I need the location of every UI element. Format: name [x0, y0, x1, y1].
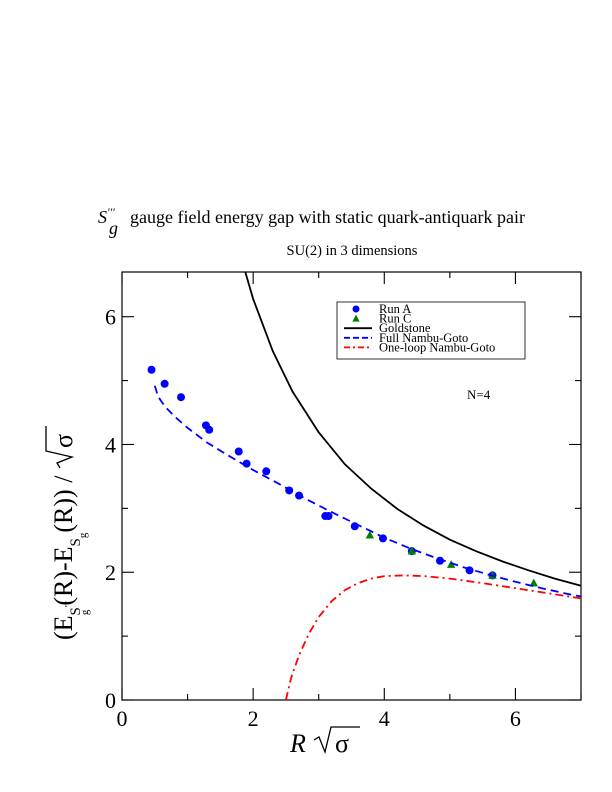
legend-marker	[352, 314, 360, 322]
data-point	[177, 393, 186, 402]
data-point	[262, 467, 271, 476]
legend-item: Run A	[352, 302, 411, 316]
title-symbol-sup: '''	[107, 205, 115, 219]
series-line	[285, 574, 582, 701]
y-label-mid: (R)-E	[49, 546, 78, 605]
y-tick-label: 6	[105, 305, 116, 330]
x-tick-label: 4	[379, 706, 390, 731]
svg-text:(ES'''g(R)-ESg(R)) /: (ES'''g(R)-ESg(R)) /	[49, 475, 91, 640]
series-line	[244, 271, 582, 587]
legend-label: Full Nambu-Goto	[379, 331, 468, 345]
chart-title: S'''	[98, 205, 115, 227]
data-point	[529, 578, 538, 587]
annotation-n4: N=4	[467, 387, 491, 402]
series-layer	[147, 271, 582, 701]
x-tick-label: 6	[510, 706, 521, 731]
title-text: gauge field energy gap with static quark…	[130, 207, 525, 227]
x-axis-label-sigma: σ	[335, 729, 349, 758]
legend-label: Run A	[379, 302, 411, 316]
y-axis-label: (ES'''g(R)-ESg(R)) / σ	[45, 426, 91, 640]
legend-box	[336, 301, 526, 360]
data-point	[234, 447, 243, 456]
data-point	[324, 512, 333, 521]
y-tick-label: 0	[105, 688, 116, 713]
data-point	[436, 556, 445, 565]
series-line	[153, 385, 582, 598]
series-full-nambu-goto	[153, 385, 582, 598]
legend-marker	[352, 305, 360, 313]
title-symbol: S	[98, 207, 107, 227]
data-point	[205, 425, 214, 434]
title-symbol-sub: g	[109, 218, 118, 238]
y-label-sigma: σ	[49, 434, 78, 448]
x-axis-label-r: R	[289, 729, 306, 758]
data-point	[407, 546, 417, 555]
x-tick-label: 0	[117, 706, 128, 731]
legend-item: Goldstone	[344, 321, 431, 335]
axis-tick-labels: 0 2 4 6 0 2 4 6	[105, 305, 521, 731]
series-run-a	[147, 365, 497, 580]
data-point	[147, 365, 156, 374]
y-label-open: (E	[49, 615, 78, 640]
y-label-sub2: S	[68, 538, 84, 546]
y-label-sub2-sub: g	[77, 532, 89, 538]
legend-item: Full Nambu-Goto	[344, 331, 468, 345]
y-label-sub1-sub: g	[79, 609, 91, 615]
legend-item: Run C	[352, 312, 411, 326]
chart-subtitle: SU(2) in 3 dimensions	[287, 243, 418, 259]
y-tick-label: 4	[105, 432, 116, 457]
data-point	[365, 530, 375, 539]
y-axis-sqrt-sign	[45, 426, 75, 469]
axis-ticks	[121, 272, 582, 701]
plot-frame	[121, 271, 582, 701]
x-axis-sqrt-sign	[313, 726, 360, 755]
y-label-close: (R)) /	[49, 475, 78, 533]
y-label-sub1-sup: '''	[63, 601, 75, 607]
x-axis-label: R σ	[289, 726, 360, 758]
legend-label: One-loop Nambu-Goto	[379, 340, 495, 354]
legend-label: Run C	[379, 312, 411, 326]
x-tick-label: 2	[248, 706, 259, 731]
y-label-sub1: S	[68, 607, 84, 615]
data-point	[160, 379, 169, 388]
series-one-loop-nambu-goto	[285, 574, 582, 701]
legend-label: Goldstone	[379, 321, 431, 335]
legend-item: One-loop Nambu-Goto	[344, 340, 495, 354]
series-goldstone	[244, 271, 582, 587]
y-tick-label: 2	[105, 560, 116, 585]
